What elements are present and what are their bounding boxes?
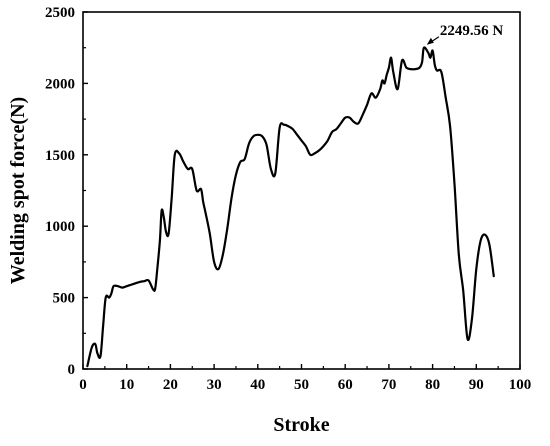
x-tick-label: 0 <box>79 377 87 393</box>
x-tick-label: 100 <box>509 377 532 393</box>
y-tick-label: 500 <box>53 291 76 307</box>
series-line <box>86 46 495 368</box>
y-axis-title: Welding spot force(N) <box>7 97 29 284</box>
y-tick-label: 1000 <box>45 219 75 235</box>
y-tick-label: 2000 <box>45 76 75 92</box>
series-layer <box>86 46 495 368</box>
annotation-label: 2249.56 N <box>440 23 504 39</box>
x-tick-label: 80 <box>425 377 440 393</box>
x-tick-label: 90 <box>469 377 484 393</box>
y-tick-label: 0 <box>68 362 76 378</box>
x-tick-label: 60 <box>338 377 353 393</box>
annotation-arrow-head <box>426 37 434 45</box>
x-axis-title: Stroke <box>273 414 329 436</box>
x-tick-label: 20 <box>163 377 178 393</box>
x-tick-label: 30 <box>207 377 222 393</box>
labels-layer: 0 10 20 30 40 50 60 70 80 90 100050010001500200025… <box>45 5 531 393</box>
x-tick-label: 40 <box>250 377 265 393</box>
y-tick-label: 2500 <box>45 5 75 21</box>
x-tick-label: 70 <box>381 377 396 393</box>
y-tick-label: 1500 <box>45 148 75 164</box>
x-tick-label: 10 <box>119 377 134 393</box>
x-tick-label: 50 <box>294 377 309 393</box>
plot-frame <box>82 11 521 370</box>
annotation-group: 2249.56 N <box>426 23 504 45</box>
